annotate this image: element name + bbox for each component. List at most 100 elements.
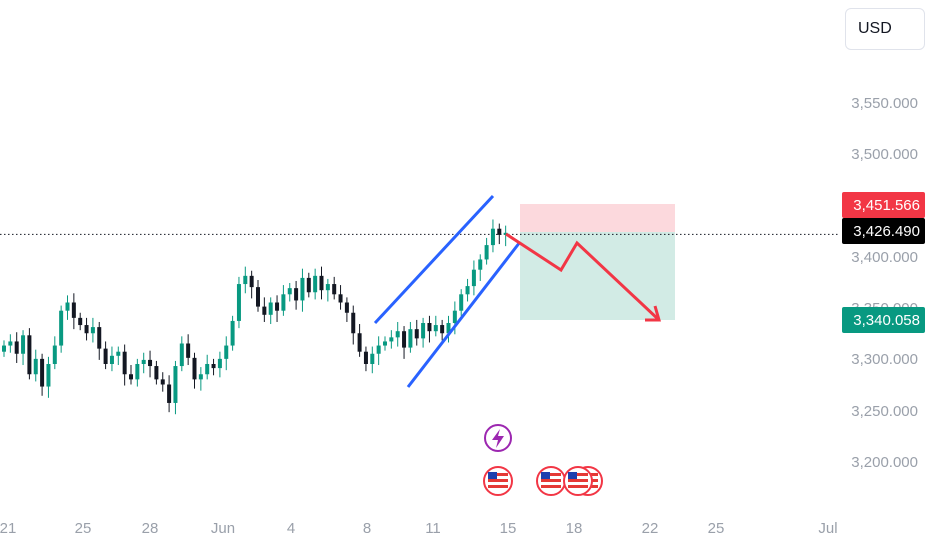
candle[interactable] bbox=[268, 302, 273, 315]
candle[interactable] bbox=[414, 329, 419, 339]
candle[interactable] bbox=[490, 228, 495, 246]
ascending-channel[interactable] bbox=[373, 194, 522, 388]
candle[interactable] bbox=[40, 358, 45, 387]
candle[interactable] bbox=[332, 284, 337, 295]
candle[interactable] bbox=[446, 323, 451, 334]
candle[interactable] bbox=[59, 310, 64, 346]
time-axis[interactable]: 21 25 28 Jun 4 8 11 15 18 22 25 Jul bbox=[0, 520, 838, 537]
candle[interactable] bbox=[294, 288, 299, 301]
candle[interactable] bbox=[65, 302, 70, 311]
candle[interactable] bbox=[319, 275, 324, 291]
price-axis[interactable]: 3,550.000 3,500.000 3,400.000 3,350.000 … bbox=[851, 95, 918, 471]
candle[interactable] bbox=[471, 269, 476, 287]
candle[interactable] bbox=[433, 325, 438, 332]
candle[interactable] bbox=[376, 345, 381, 354]
time-axis-label: Jun bbox=[211, 520, 235, 537]
candle[interactable] bbox=[27, 335, 32, 375]
candle[interactable] bbox=[135, 364, 140, 380]
candle[interactable] bbox=[230, 320, 235, 346]
candle[interactable] bbox=[186, 343, 191, 358]
candle[interactable] bbox=[497, 228, 502, 235]
candlestick-series[interactable] bbox=[2, 219, 508, 415]
candle[interactable] bbox=[84, 325, 89, 334]
candle[interactable] bbox=[154, 366, 159, 380]
candle[interactable] bbox=[249, 275, 254, 288]
candle[interactable] bbox=[503, 232, 508, 235]
candle[interactable] bbox=[141, 359, 146, 364]
candle[interactable] bbox=[262, 306, 267, 315]
candle[interactable] bbox=[440, 325, 445, 334]
candle[interactable] bbox=[173, 366, 178, 403]
candle[interactable] bbox=[281, 294, 286, 311]
candle[interactable] bbox=[357, 333, 362, 352]
currency-button[interactable]: USD bbox=[845, 8, 925, 50]
candle[interactable] bbox=[205, 364, 210, 375]
us-flag-icon[interactable] bbox=[563, 466, 593, 496]
candle[interactable] bbox=[2, 345, 6, 352]
lightning-icon[interactable] bbox=[484, 424, 512, 452]
candle[interactable] bbox=[116, 351, 121, 356]
candle[interactable] bbox=[160, 379, 165, 385]
candle[interactable] bbox=[313, 275, 318, 293]
candle[interactable] bbox=[129, 374, 133, 380]
candle[interactable] bbox=[465, 286, 470, 295]
candle[interactable] bbox=[78, 317, 83, 326]
candle[interactable] bbox=[344, 302, 349, 313]
candle[interactable] bbox=[459, 294, 464, 311]
candle[interactable] bbox=[370, 353, 375, 364]
candle[interactable] bbox=[427, 323, 432, 332]
candle[interactable] bbox=[224, 345, 229, 359]
candle[interactable] bbox=[243, 275, 248, 285]
candle[interactable] bbox=[198, 374, 203, 380]
candle[interactable] bbox=[192, 357, 197, 380]
candle[interactable] bbox=[52, 345, 57, 364]
us-flag-icon[interactable] bbox=[483, 466, 513, 496]
candle[interactable] bbox=[325, 284, 330, 291]
candle[interactable] bbox=[306, 277, 311, 293]
candle[interactable] bbox=[275, 302, 280, 311]
candle[interactable] bbox=[383, 341, 387, 346]
position-zones[interactable] bbox=[520, 204, 675, 320]
candle[interactable] bbox=[109, 355, 114, 364]
candle[interactable] bbox=[300, 277, 305, 301]
candle[interactable] bbox=[33, 358, 38, 375]
candle[interactable] bbox=[484, 245, 489, 260]
candle[interactable] bbox=[236, 284, 241, 321]
candle[interactable] bbox=[97, 327, 102, 349]
candle[interactable] bbox=[148, 359, 153, 367]
projection-path[interactable] bbox=[505, 232, 661, 322]
candle[interactable] bbox=[167, 384, 172, 403]
candle[interactable] bbox=[8, 341, 13, 346]
candle[interactable] bbox=[395, 331, 400, 338]
candle[interactable] bbox=[389, 337, 394, 342]
candle[interactable] bbox=[46, 364, 51, 387]
candle[interactable] bbox=[408, 329, 413, 348]
candle[interactable] bbox=[351, 312, 356, 334]
candle[interactable] bbox=[478, 259, 483, 270]
candle[interactable] bbox=[90, 327, 95, 334]
candle[interactable] bbox=[103, 348, 108, 364]
channel-upper-line[interactable] bbox=[373, 194, 495, 325]
us-flag-icon[interactable] bbox=[536, 466, 566, 496]
channel-lower-line[interactable] bbox=[406, 241, 522, 388]
candle[interactable] bbox=[211, 364, 216, 369]
candle[interactable] bbox=[402, 331, 407, 348]
candle[interactable] bbox=[421, 323, 426, 339]
economic-events[interactable] bbox=[483, 424, 603, 496]
candle[interactable] bbox=[452, 310, 457, 323]
candle[interactable] bbox=[71, 302, 76, 318]
candle[interactable] bbox=[287, 288, 292, 295]
candle[interactable] bbox=[363, 351, 368, 364]
candle[interactable] bbox=[217, 358, 222, 369]
candle[interactable] bbox=[122, 351, 127, 375]
candle[interactable] bbox=[21, 335, 26, 354]
candle[interactable] bbox=[256, 287, 260, 307]
candle[interactable] bbox=[179, 343, 184, 367]
risk-zone[interactable] bbox=[520, 204, 675, 232]
projection-line[interactable] bbox=[505, 232, 661, 322]
time-axis-label: 22 bbox=[642, 520, 659, 537]
candle[interactable] bbox=[338, 294, 343, 303]
candle[interactable] bbox=[14, 341, 19, 354]
reward-zone[interactable] bbox=[520, 232, 675, 320]
